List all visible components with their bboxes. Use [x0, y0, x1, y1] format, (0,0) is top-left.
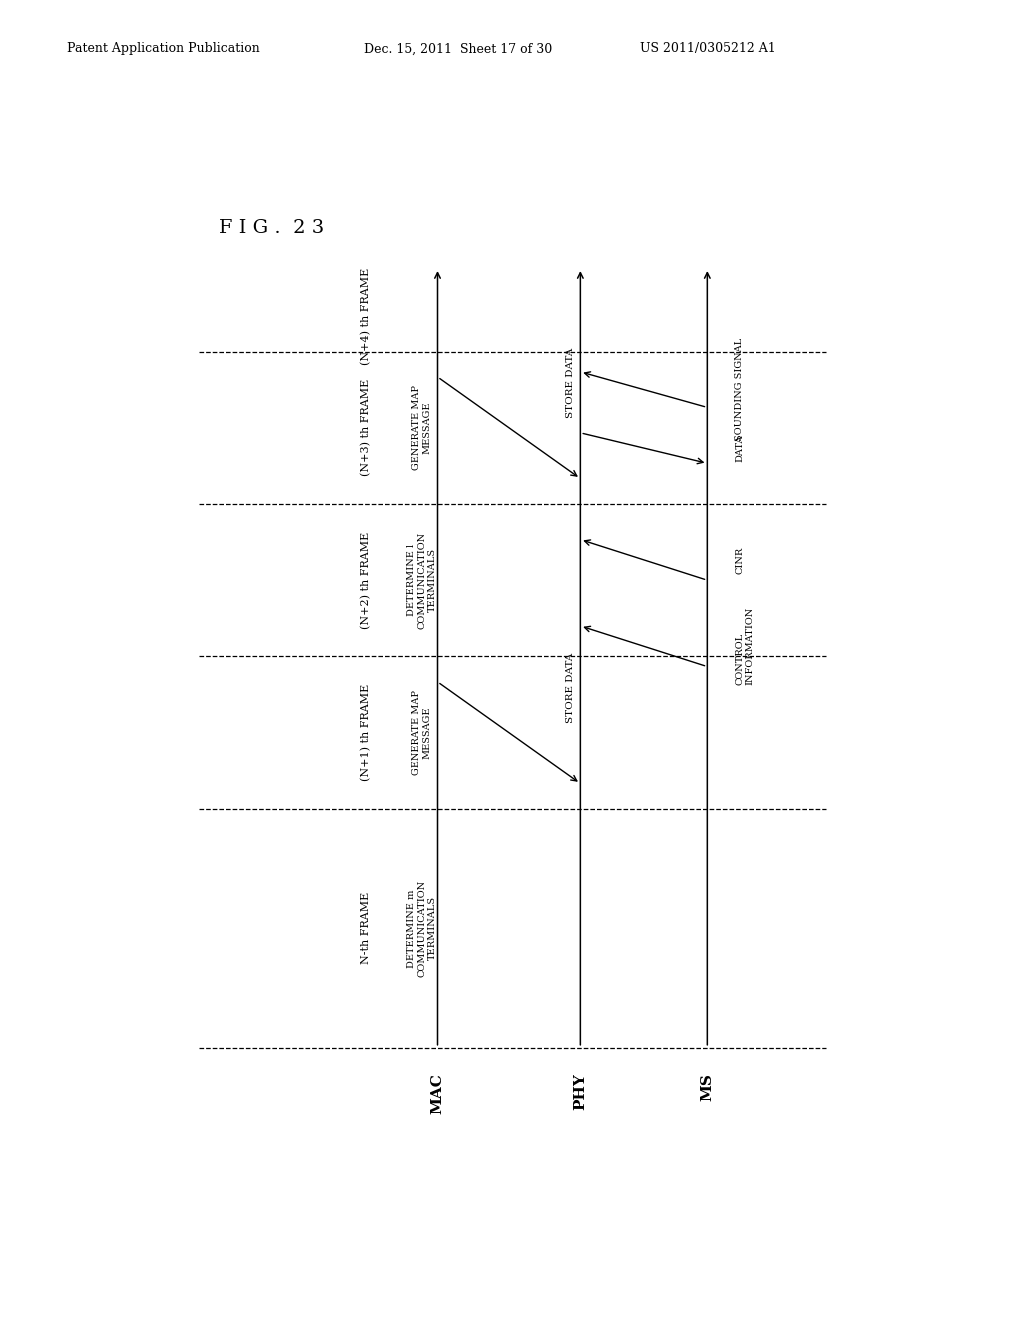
- Text: CINR: CINR: [735, 546, 744, 573]
- Text: DETERMINE l
COMMUNICATION
TERMINALS: DETERMINE l COMMUNICATION TERMINALS: [407, 532, 436, 628]
- Text: (N+1) th FRAME: (N+1) th FRAME: [360, 684, 372, 781]
- Text: Patent Application Publication: Patent Application Publication: [67, 42, 259, 55]
- Text: (N+2) th FRAME: (N+2) th FRAME: [360, 532, 372, 628]
- Text: PHY: PHY: [573, 1073, 588, 1110]
- Text: MS: MS: [700, 1073, 715, 1101]
- Text: F I G .  2 3: F I G . 2 3: [219, 219, 325, 238]
- Text: (N+4) th FRAME: (N+4) th FRAME: [360, 268, 372, 364]
- Text: Dec. 15, 2011  Sheet 17 of 30: Dec. 15, 2011 Sheet 17 of 30: [364, 42, 552, 55]
- Text: DATA: DATA: [735, 434, 744, 462]
- Text: STORE DATA: STORE DATA: [566, 652, 575, 722]
- Text: (N+3) th FRAME: (N+3) th FRAME: [360, 379, 372, 477]
- Text: CONTROL
INFORMATION: CONTROL INFORMATION: [735, 607, 755, 685]
- Text: US 2011/0305212 A1: US 2011/0305212 A1: [640, 42, 776, 55]
- Text: DETERMINE m
COMMUNICATION
TERMINALS: DETERMINE m COMMUNICATION TERMINALS: [407, 879, 436, 977]
- Text: MAC: MAC: [430, 1073, 444, 1114]
- Text: STORE DATA: STORE DATA: [566, 347, 575, 417]
- Text: GENERATE MAP
MESSAGE: GENERATE MAP MESSAGE: [412, 385, 431, 470]
- Text: SOUNDING SIGNAL: SOUNDING SIGNAL: [735, 338, 744, 441]
- Text: GENERATE MAP
MESSAGE: GENERATE MAP MESSAGE: [412, 690, 431, 775]
- Text: N-th FRAME: N-th FRAME: [361, 892, 371, 965]
